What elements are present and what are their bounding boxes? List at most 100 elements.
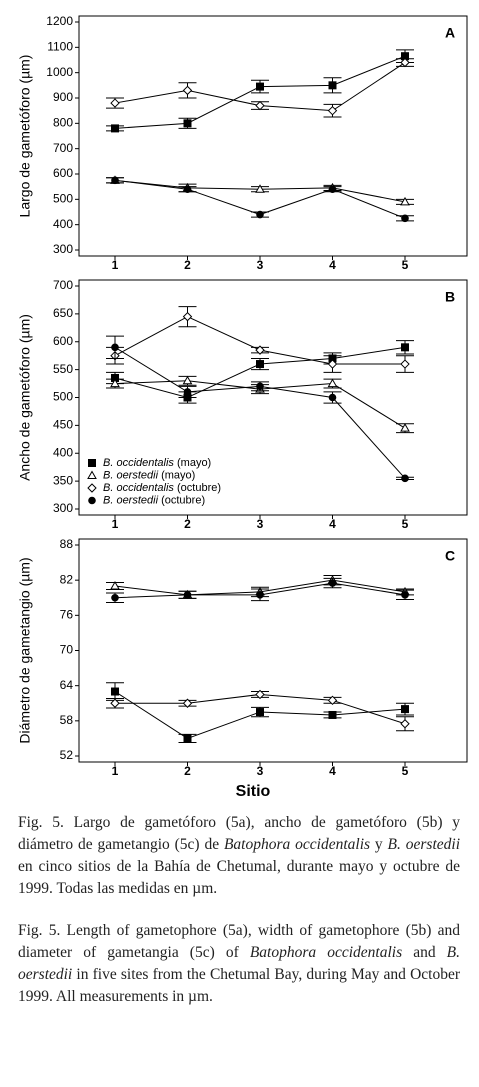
point <box>400 57 410 68</box>
caption-text: en cinco sitios de la Bahía de Chetumal,… <box>18 858 460 897</box>
point <box>400 196 410 206</box>
point <box>401 705 409 714</box>
point <box>110 98 120 108</box>
point <box>401 214 409 223</box>
series-line <box>114 316 405 365</box>
y-tick-label: 500 <box>53 192 73 206</box>
point <box>183 734 192 743</box>
x-tick-label: 1 <box>112 517 119 531</box>
legend-label: B. oerstedii (octubre) <box>103 494 205 506</box>
y-tick-label: 600 <box>53 166 73 180</box>
y-tick-label: 550 <box>53 362 73 376</box>
point <box>111 343 119 352</box>
y-tick-label: 70 <box>60 643 74 657</box>
point <box>327 378 338 388</box>
point <box>328 393 337 402</box>
legend-month: (mayo) <box>158 469 195 481</box>
x-tick-label: 1 <box>112 764 119 778</box>
y-tick-label: 52 <box>60 748 74 762</box>
legend-species: B. oerstedii <box>103 469 159 481</box>
point <box>111 176 119 185</box>
x-tick-label: 3 <box>257 517 264 531</box>
point <box>256 382 264 391</box>
caption-paragraph: Fig. 5. Largo de gametóforo (5a), ancho … <box>18 812 460 900</box>
point <box>401 591 409 599</box>
x-tick-label: 2 <box>184 258 191 272</box>
point <box>400 359 410 369</box>
caption: Fig. 5. Largo de gametóforo (5a), ancho … <box>18 812 460 1028</box>
x-tick-label: 5 <box>402 517 409 531</box>
plot-frame <box>78 15 468 257</box>
legend-marker <box>88 496 96 505</box>
y-tick-label: 82 <box>60 572 74 586</box>
point <box>182 311 193 322</box>
legend-label: B. occidentalis (mayo) <box>103 457 211 469</box>
caption-text: y <box>370 836 388 853</box>
point <box>182 375 193 385</box>
y-tick-label: 700 <box>53 141 73 155</box>
y-tick-label: 800 <box>53 116 73 130</box>
y-axis-label: Ancho de gametóforo (µm) <box>17 314 33 481</box>
y-tick-label: 300 <box>53 242 73 256</box>
x-tick-label: 1 <box>112 258 119 272</box>
point <box>400 719 410 729</box>
point <box>256 708 264 717</box>
point <box>256 360 264 369</box>
point <box>110 698 120 708</box>
y-tick-label: 58 <box>60 713 74 727</box>
caption-paragraph: Fig. 5. Length of gametophore (5a), widt… <box>18 920 460 1008</box>
caption-text: B. oerstedii <box>387 836 461 853</box>
x-tick-label: 2 <box>184 517 191 531</box>
point <box>328 81 337 90</box>
x-tick-label: 4 <box>329 764 336 778</box>
legend-month: (octubre) <box>158 494 205 506</box>
point <box>111 687 119 696</box>
legend-label: B. oerstedii (mayo) <box>103 469 195 481</box>
point <box>111 593 119 602</box>
y-tick-label: 900 <box>53 90 73 104</box>
x-tick-label: 5 <box>402 764 409 778</box>
point <box>256 210 264 219</box>
legend-species: B. occidentalis <box>103 482 174 494</box>
y-tick-label: 88 <box>60 537 74 551</box>
point <box>255 689 265 700</box>
y-tick-label: 400 <box>53 445 73 459</box>
point <box>255 345 265 355</box>
point <box>255 184 265 193</box>
legend-label: B. occidentalis (octubre) <box>103 482 221 494</box>
point <box>256 82 264 91</box>
x-tick-label: 2 <box>184 764 191 778</box>
y-tick-label: 500 <box>53 390 73 404</box>
point <box>183 388 192 396</box>
y-tick-label: 1000 <box>46 65 73 79</box>
y-tick-label: 1200 <box>46 14 73 28</box>
y-tick-label: 350 <box>53 473 73 487</box>
point <box>182 85 193 96</box>
point <box>111 124 119 133</box>
y-tick-label: 76 <box>60 608 74 622</box>
point <box>256 591 264 599</box>
caption-text: Batophora occidentalis <box>249 944 403 961</box>
plot-frame <box>78 538 468 763</box>
x-axis-label: Sitio <box>236 783 271 800</box>
point <box>327 359 338 369</box>
point <box>401 474 409 483</box>
point <box>327 105 338 116</box>
legend-marker <box>88 459 96 467</box>
point <box>327 695 338 706</box>
legend-species: B. oerstedii <box>103 494 159 506</box>
point <box>110 378 120 388</box>
point <box>401 343 409 352</box>
caption-text: and <box>402 944 447 961</box>
point <box>255 100 265 111</box>
point <box>110 581 120 590</box>
legend-month: (mayo) <box>174 457 211 469</box>
x-tick-label: 3 <box>257 764 264 778</box>
point <box>328 185 337 193</box>
point <box>400 423 410 432</box>
caption-text: in five sites from the Chetumal Bay, dur… <box>18 966 460 1005</box>
point <box>183 591 192 599</box>
x-tick-label: 4 <box>329 517 336 531</box>
caption-text: B. oerstedii <box>18 944 460 983</box>
